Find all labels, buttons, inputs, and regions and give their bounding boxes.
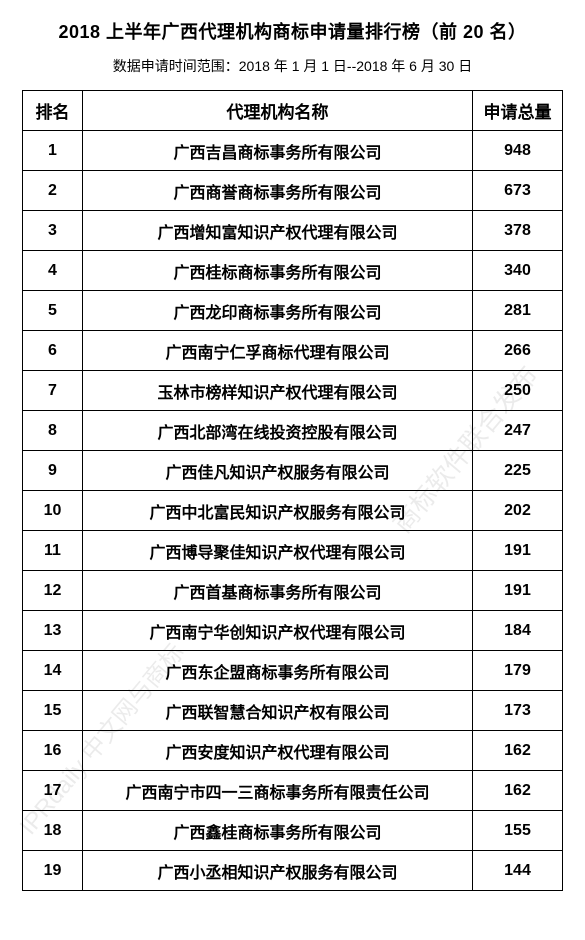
cell-agency-name: 广西首基商标事务所有限公司: [83, 571, 473, 611]
cell-agency-name: 广西龙印商标事务所有限公司: [83, 291, 473, 331]
table-row: 13广西南宁华创知识产权代理有限公司184: [23, 611, 563, 651]
cell-count: 162: [473, 771, 563, 811]
table-header-row: 排名 代理机构名称 申请总量: [23, 91, 563, 131]
cell-agency-name: 广西鑫桂商标事务所有限公司: [83, 811, 473, 851]
cell-count: 250: [473, 371, 563, 411]
cell-count: 225: [473, 451, 563, 491]
cell-agency-name: 广西佳凡知识产权服务有限公司: [83, 451, 473, 491]
cell-agency-name: 广西小丞相知识产权服务有限公司: [83, 851, 473, 891]
cell-count: 155: [473, 811, 563, 851]
cell-count: 378: [473, 211, 563, 251]
table-row: 18广西鑫桂商标事务所有限公司155: [23, 811, 563, 851]
cell-rank: 12: [23, 571, 83, 611]
cell-rank: 3: [23, 211, 83, 251]
cell-rank: 11: [23, 531, 83, 571]
cell-count: 173: [473, 691, 563, 731]
cell-count: 202: [473, 491, 563, 531]
table-row: 14广西东企盟商标事务所有限公司179: [23, 651, 563, 691]
table-row: 7玉林市榜样知识产权代理有限公司250: [23, 371, 563, 411]
cell-agency-name: 广西南宁华创知识产权代理有限公司: [83, 611, 473, 651]
table-row: 8广西北部湾在线投资控股有限公司247: [23, 411, 563, 451]
cell-agency-name: 广西南宁市四一三商标事务所有限责任公司: [83, 771, 473, 811]
cell-count: 191: [473, 531, 563, 571]
cell-rank: 5: [23, 291, 83, 331]
cell-rank: 18: [23, 811, 83, 851]
cell-rank: 4: [23, 251, 83, 291]
cell-agency-name: 广西商誉商标事务所有限公司: [83, 171, 473, 211]
table-row: 11广西博导聚佳知识产权代理有限公司191: [23, 531, 563, 571]
cell-rank: 16: [23, 731, 83, 771]
header-count: 申请总量: [473, 91, 563, 131]
cell-agency-name: 玉林市榜样知识产权代理有限公司: [83, 371, 473, 411]
page-title: 2018 上半年广西代理机构商标申请量排行榜（前 20 名）: [22, 18, 563, 44]
cell-count: 184: [473, 611, 563, 651]
cell-rank: 1: [23, 131, 83, 171]
date-range-subtitle: 数据申请时间范围：2018 年 1 月 1 日--2018 年 6 月 30 日: [22, 56, 563, 76]
cell-count: 948: [473, 131, 563, 171]
cell-rank: 6: [23, 331, 83, 371]
cell-rank: 17: [23, 771, 83, 811]
cell-count: 340: [473, 251, 563, 291]
table-row: 1广西吉昌商标事务所有限公司948: [23, 131, 563, 171]
table-row: 10广西中北富民知识产权服务有限公司202: [23, 491, 563, 531]
cell-agency-name: 广西联智慧合知识产权有限公司: [83, 691, 473, 731]
table-row: 19广西小丞相知识产权服务有限公司144: [23, 851, 563, 891]
cell-count: 162: [473, 731, 563, 771]
cell-rank: 13: [23, 611, 83, 651]
cell-rank: 2: [23, 171, 83, 211]
cell-agency-name: 广西南宁仁孚商标代理有限公司: [83, 331, 473, 371]
table-row: 17广西南宁市四一三商标事务所有限责任公司162: [23, 771, 563, 811]
cell-agency-name: 广西安度知识产权代理有限公司: [83, 731, 473, 771]
ranking-table: 排名 代理机构名称 申请总量 1广西吉昌商标事务所有限公司9482广西商誉商标事…: [22, 90, 563, 891]
cell-rank: 8: [23, 411, 83, 451]
table-row: 6广西南宁仁孚商标代理有限公司266: [23, 331, 563, 371]
cell-agency-name: 广西北部湾在线投资控股有限公司: [83, 411, 473, 451]
cell-count: 179: [473, 651, 563, 691]
cell-agency-name: 广西中北富民知识产权服务有限公司: [83, 491, 473, 531]
cell-agency-name: 广西吉昌商标事务所有限公司: [83, 131, 473, 171]
cell-rank: 10: [23, 491, 83, 531]
cell-rank: 19: [23, 851, 83, 891]
table-row: 4广西桂标商标事务所有限公司340: [23, 251, 563, 291]
table-row: 3广西增知富知识产权代理有限公司378: [23, 211, 563, 251]
cell-agency-name: 广西增知富知识产权代理有限公司: [83, 211, 473, 251]
table-row: 2广西商誉商标事务所有限公司673: [23, 171, 563, 211]
table-row: 12广西首基商标事务所有限公司191: [23, 571, 563, 611]
cell-count: 281: [473, 291, 563, 331]
header-rank: 排名: [23, 91, 83, 131]
cell-agency-name: 广西博导聚佳知识产权代理有限公司: [83, 531, 473, 571]
cell-rank: 7: [23, 371, 83, 411]
cell-rank: 9: [23, 451, 83, 491]
cell-count: 247: [473, 411, 563, 451]
cell-count: 266: [473, 331, 563, 371]
cell-count: 191: [473, 571, 563, 611]
cell-agency-name: 广西桂标商标事务所有限公司: [83, 251, 473, 291]
cell-count: 144: [473, 851, 563, 891]
header-agency-name: 代理机构名称: [83, 91, 473, 131]
cell-rank: 15: [23, 691, 83, 731]
table-row: 5广西龙印商标事务所有限公司281: [23, 291, 563, 331]
table-row: 15广西联智慧合知识产权有限公司173: [23, 691, 563, 731]
cell-agency-name: 广西东企盟商标事务所有限公司: [83, 651, 473, 691]
table-row: 9广西佳凡知识产权服务有限公司225: [23, 451, 563, 491]
cell-count: 673: [473, 171, 563, 211]
cell-rank: 14: [23, 651, 83, 691]
table-row: 16广西安度知识产权代理有限公司162: [23, 731, 563, 771]
